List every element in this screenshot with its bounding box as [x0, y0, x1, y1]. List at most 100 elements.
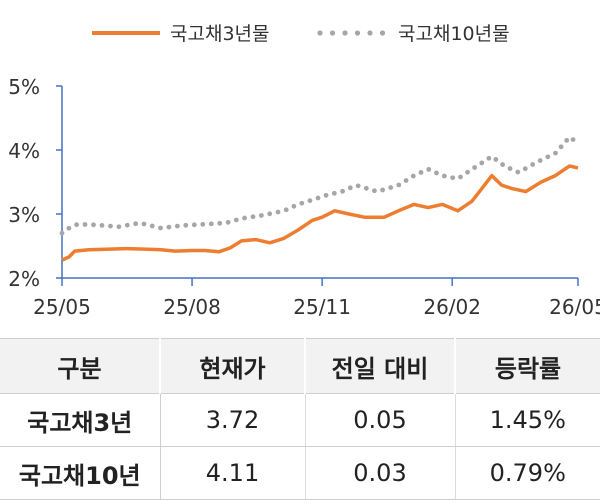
series-10y-point — [124, 222, 130, 228]
table-header-row: 구분 현재가 전일 대비 등락률 — [0, 338, 600, 394]
series-10y-point — [99, 222, 105, 228]
row-rate-3y: 1.45% — [454, 393, 600, 447]
series-10y-point — [74, 222, 80, 228]
header-change-rate: 등락률 — [454, 338, 600, 394]
series-10y-point — [530, 162, 536, 167]
series-10y-point — [59, 230, 65, 236]
x-tick-label: 26/02 — [423, 295, 481, 319]
series-10y-point — [116, 224, 122, 230]
series-10y-point — [91, 222, 96, 228]
row-change-3y: 0.05 — [304, 393, 455, 447]
series-10y-point — [340, 188, 345, 194]
series-10y-point — [291, 203, 297, 209]
row-rate-10y: 0.79% — [454, 446, 600, 500]
series-10y-point — [479, 160, 485, 166]
y-tick-label: 5% — [8, 75, 40, 99]
table-row: 국고채3년 3.72 0.05 1.45% — [0, 393, 600, 447]
series-10y-point — [299, 200, 305, 206]
series-10y-point — [450, 175, 456, 181]
legend-dot — [317, 30, 323, 36]
series-10y-point — [500, 162, 505, 167]
header-current-price: 현재가 — [159, 338, 305, 394]
quote-table: 구분 현재가 전일 대비 등락률 국고채3년 3.72 0.05 1.45% 국… — [0, 338, 600, 500]
series-10y-point — [242, 215, 247, 221]
series-10y-point — [82, 222, 88, 227]
series-10y-point — [315, 195, 321, 201]
chart-svg: 국고채3년물 국고채10년물 2% 3% 4% 5% 25/05 25/08 25/11 2… — [8, 23, 600, 319]
series-10y-point — [149, 223, 155, 229]
series-10y-point — [331, 190, 337, 196]
legend-label-3y: 국고채3년물 — [170, 23, 270, 45]
row-name-10y: 국고채10년 — [0, 446, 161, 500]
series-10y-point — [307, 198, 313, 204]
series-10y-point — [553, 150, 558, 156]
series-10y-point — [380, 187, 385, 193]
header-category: 구분 — [0, 338, 160, 394]
row-name-3y: 국고채3년 — [0, 393, 161, 447]
series-10y-point — [141, 221, 147, 227]
legend: 국고채3년물 국고채10년물 — [92, 23, 510, 45]
series-10y-point — [372, 188, 377, 194]
series-10y-point — [515, 169, 521, 175]
series-10y-point — [283, 207, 289, 213]
series-10y-point — [347, 185, 353, 191]
series-10y-point — [465, 169, 470, 175]
table-row: 국고채10년 4.11 0.03 0.79% — [0, 446, 600, 500]
series-10y-line — [59, 137, 576, 236]
legend-label-10y: 국고채10년물 — [398, 23, 510, 45]
series-10y-point — [564, 137, 570, 143]
series-10y-point — [158, 225, 163, 231]
y-tick-label: 2% — [8, 267, 40, 291]
legend-dot — [354, 30, 361, 36]
yield-chart: 국고채3년물 국고채10년물 2% 3% 4% 5% 25/05 25/08 25/11 2… — [8, 23, 600, 319]
series-10y-point — [507, 166, 513, 171]
legend-dot — [379, 30, 386, 36]
series-10y-point — [545, 154, 551, 160]
series-10y-point — [267, 211, 273, 217]
row-change-10y: 0.03 — [304, 446, 455, 500]
x-tick-label: 25/11 — [293, 295, 351, 319]
series-10y-point — [486, 155, 492, 161]
series-10y-point — [250, 214, 256, 220]
y-tick-label: 3% — [8, 203, 40, 227]
series-10y-point — [558, 144, 564, 150]
series-10y-point — [258, 213, 264, 218]
series-10y-point — [225, 219, 231, 225]
series-10y-point — [208, 221, 214, 227]
series-10y-point — [418, 170, 424, 175]
series-10y-point — [275, 209, 281, 215]
series-10y-point — [493, 157, 499, 162]
series-10y-point — [396, 182, 402, 188]
series-10y-point — [537, 158, 543, 163]
series-10y-point — [133, 221, 139, 227]
header-change: 전일 대비 — [304, 338, 455, 394]
series-10y-point — [66, 225, 72, 231]
series-10y-point — [410, 173, 416, 179]
series-10y-point — [166, 224, 172, 230]
series-10y-point — [441, 173, 447, 179]
series-10y-point — [355, 183, 361, 189]
series-10y-point — [217, 220, 223, 226]
legend-dot — [367, 30, 373, 36]
row-price-10y: 4.11 — [159, 446, 305, 500]
series-10y-point — [323, 192, 329, 198]
series-10y-point — [570, 137, 576, 142]
series-10y-point — [108, 223, 113, 229]
x-tick-label: 25/05 — [33, 295, 91, 319]
series-10y-point — [522, 166, 528, 172]
series-10y-point — [458, 174, 463, 180]
series-10y-point — [363, 185, 369, 191]
series-10y-point — [200, 221, 206, 227]
series-10y-point — [233, 217, 239, 223]
series-3y-line — [61, 164, 579, 262]
legend-dot — [329, 30, 336, 36]
y-tick-label: 4% — [8, 139, 40, 163]
series-10y-point — [183, 222, 189, 228]
series-10y-point — [403, 178, 409, 183]
series-10y-point — [472, 165, 478, 170]
series-10y-point — [191, 222, 197, 228]
x-tick-label: 26/05 — [549, 295, 600, 319]
legend-dot — [342, 30, 348, 36]
series-10y-point — [174, 223, 180, 229]
x-tick-label: 25/08 — [163, 295, 221, 319]
